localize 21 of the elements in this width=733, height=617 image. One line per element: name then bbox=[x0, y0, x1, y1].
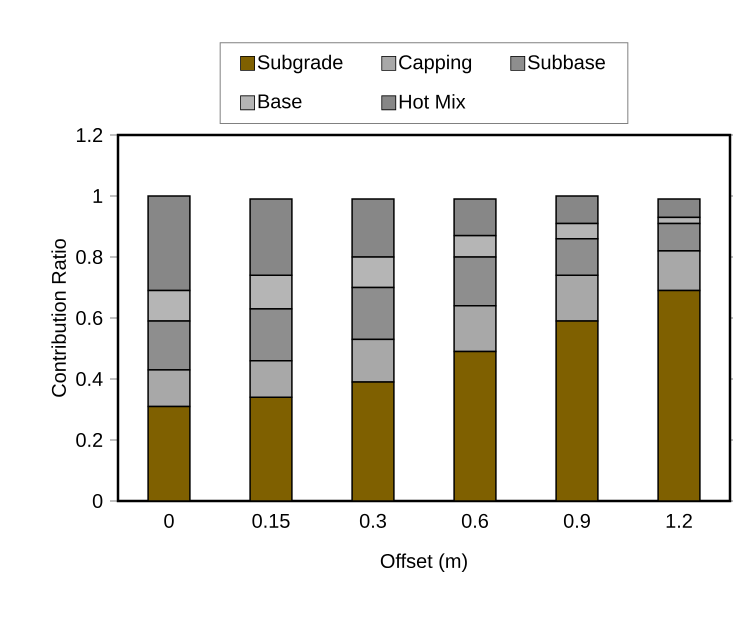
legend-label: Capping bbox=[399, 54, 472, 74]
x-axis-title: Offset (m) bbox=[380, 553, 467, 572]
y-tick-label: 0.8 bbox=[76, 250, 102, 264]
x-tick-label: 1.2 bbox=[666, 514, 692, 528]
legend-label: Hot Mix bbox=[400, 94, 466, 109]
x-tick-label: 0.15 bbox=[252, 514, 290, 528]
legend-label: Subgrade bbox=[258, 54, 342, 74]
y-tick-label: 1 bbox=[94, 189, 102, 203]
y-tick-label: 0.6 bbox=[76, 310, 102, 326]
legend-label: Subbase bbox=[528, 54, 605, 70]
y-tick-label: 0 bbox=[92, 494, 102, 508]
bar bbox=[657, 198, 701, 218]
legend-label: Base bbox=[258, 94, 302, 108]
y-tick-label: 0.4 bbox=[76, 372, 103, 386]
x-tick-label: 0.3 bbox=[360, 514, 386, 528]
y-tick-label: 0.2 bbox=[76, 432, 102, 448]
x-tick-label: 0 bbox=[164, 514, 174, 528]
y-tick-label: 1.2 bbox=[76, 128, 102, 142]
x-tick-label: 0.6 bbox=[462, 514, 488, 528]
x-tick-label: 0.9 bbox=[564, 514, 590, 528]
y-axis-title: Contribution Ratio bbox=[51, 239, 66, 397]
